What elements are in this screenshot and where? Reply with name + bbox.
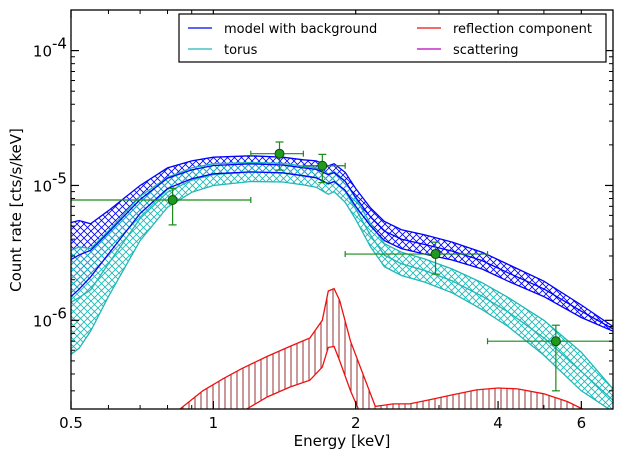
legend-box [178, 13, 607, 63]
torus-upper-line [71, 161, 613, 390]
reflection-band [180, 288, 583, 409]
y-axis-label: Count rate [cts/s/keV] [7, 128, 25, 292]
legend-label-reflection: reflection component [453, 22, 592, 37]
y-tick-label: 10 [33, 43, 52, 61]
legend-label-scattering: scattering [453, 43, 519, 58]
legend-label-torus: torus [224, 43, 258, 58]
data-point-4 [486, 324, 613, 392]
x-axis-label: Energy [keV] [294, 432, 391, 450]
data-point-2 [302, 153, 346, 184]
torus-lower-line [71, 180, 611, 409]
legend: model with background reflection compone… [178, 13, 607, 63]
y-tick-exponent: -4 [52, 35, 67, 53]
model-upper-line [71, 155, 613, 328]
legend-label-model: model with background [224, 22, 377, 37]
data-point-1 [250, 141, 304, 171]
x-tick-label: 2 [351, 414, 361, 432]
model-lower-line [71, 171, 613, 332]
data-point-0 [71, 187, 252, 226]
x-tick-label: 6 [577, 414, 587, 432]
reflection-upper-line [179, 287, 585, 409]
y-tick-exponent: -6 [52, 304, 67, 322]
data-marker [274, 148, 285, 159]
data-point-3 [344, 241, 489, 275]
x-tick-label: 0.5 [59, 414, 83, 432]
plot-area [71, 141, 613, 409]
y-tick-label: 10 [33, 312, 52, 330]
data-marker [317, 160, 328, 171]
reflection-lower-line [245, 345, 360, 409]
x-tick-label: 1 [209, 414, 219, 432]
data-marker [167, 195, 178, 206]
y-tick-exponent: -5 [52, 169, 67, 187]
data-marker [550, 336, 561, 347]
model-mid-line [71, 163, 613, 330]
x-tick-label: 4 [493, 414, 503, 432]
axes-frame [70, 9, 614, 410]
tick-labels: 0.5 1 2 4 610-610-510-4 [33, 35, 586, 432]
y-tick-label: 10 [33, 177, 52, 195]
data-marker [430, 249, 441, 260]
